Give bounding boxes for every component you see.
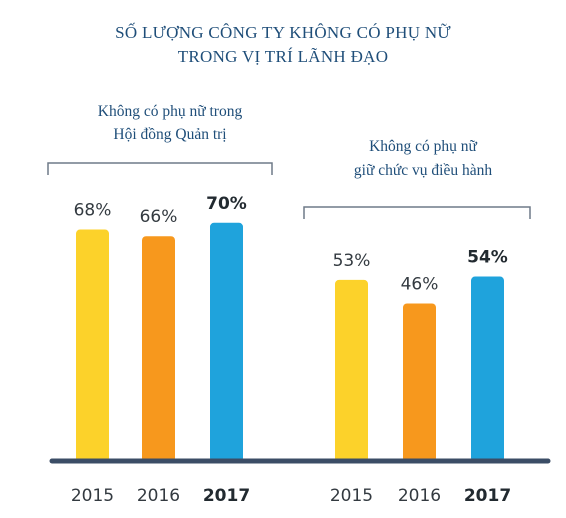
value-label-2017: 70% <box>206 194 247 214</box>
bar-2017 <box>210 222 243 462</box>
value-label-2015: 53% <box>333 251 371 271</box>
chart-title-line-1: SỐ LƯỢNG CÔNG TY KHÔNG CÓ PHỤ NỮ <box>115 23 451 42</box>
value-label-2015: 68% <box>74 201 112 221</box>
bar-2016 <box>142 236 175 462</box>
group-2-bracket <box>303 206 531 219</box>
bar-2017 <box>471 276 504 462</box>
value-label-2016: 66% <box>140 207 178 227</box>
value-label-2017: 54% <box>467 248 508 268</box>
year-label-2017: 2017 <box>203 486 250 506</box>
bar-2015 <box>335 279 368 462</box>
year-label-2015: 2015 <box>330 486 373 506</box>
chart-title-line-2: TRONG VỊ TRÍ LÃNH ĐẠO <box>178 47 389 66</box>
group-2-label-line-2: giữ chức vụ điều hành <box>354 162 492 179</box>
bar-2015 <box>76 229 109 462</box>
value-label-2016: 46% <box>401 274 439 294</box>
bar-groups: Không có phụ nữ trong Hội đồng Quản trị 68… <box>47 103 531 506</box>
bar-group-2: Không có phụ nữ giữ chức vụ điều hành 53% 2… <box>303 138 531 506</box>
group-1-label-line-1: Không có phụ nữ trong <box>98 103 243 120</box>
year-label-2016: 2016 <box>137 486 180 506</box>
group-1-label-line-2: Hội đồng Quản trị <box>113 126 227 143</box>
bar-2016 <box>403 303 436 462</box>
bar-group-1: Không có phụ nữ trong Hội đồng Quản trị 68… <box>47 103 273 506</box>
year-label-2016: 2016 <box>398 486 441 506</box>
year-label-2017: 2017 <box>464 486 511 506</box>
group-2-label-line-1: Không có phụ nữ <box>369 138 477 155</box>
group-1-bracket <box>47 162 273 175</box>
year-label-2015: 2015 <box>71 486 114 506</box>
